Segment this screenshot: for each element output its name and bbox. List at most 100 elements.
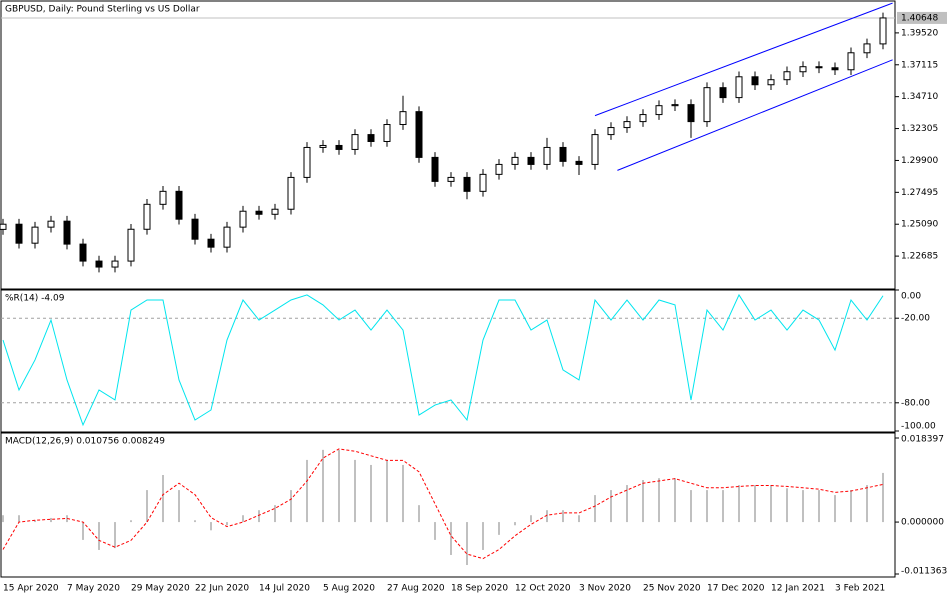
y-tick-label: 1.39520 bbox=[901, 28, 938, 38]
candle-body bbox=[831, 67, 839, 71]
y-tick-label: 1.25090 bbox=[901, 220, 938, 230]
y-tick-label: -100.00 bbox=[901, 422, 936, 432]
macd-bar bbox=[386, 459, 388, 523]
candle-body bbox=[287, 176, 295, 210]
macd-bar bbox=[98, 522, 100, 550]
x-tick-label: 3 Nov 2020 bbox=[579, 584, 631, 594]
macd-bar bbox=[210, 522, 212, 531]
macd-bar bbox=[882, 472, 884, 523]
macd-bar bbox=[786, 488, 788, 523]
macd-bar bbox=[2, 515, 4, 523]
candle-body bbox=[783, 71, 791, 81]
macd-bar bbox=[178, 490, 180, 523]
y-tick-label: 1.22685 bbox=[901, 252, 938, 262]
y-tick-label: -0.011363 bbox=[901, 567, 947, 577]
macd-bar bbox=[402, 464, 404, 523]
candle-body bbox=[319, 144, 327, 148]
y-tick-label: 1.37115 bbox=[901, 60, 938, 70]
macd-bar bbox=[818, 490, 820, 523]
macd-title: MACD(12,26,9) 0.010756 0.008249 bbox=[5, 437, 165, 447]
macd-bar bbox=[114, 522, 116, 549]
candle-body bbox=[703, 87, 711, 123]
y-tick-label: -80.00 bbox=[901, 398, 930, 408]
macd-bar bbox=[578, 515, 580, 523]
candle-body bbox=[367, 134, 375, 142]
macd-bar bbox=[850, 490, 852, 523]
x-tick-label: 29 May 2020 bbox=[131, 584, 190, 594]
candle-body bbox=[271, 208, 279, 215]
macd-bar bbox=[226, 522, 228, 526]
candle-body bbox=[207, 238, 215, 248]
macd-panel bbox=[0, 432, 896, 578]
macd-bar bbox=[834, 495, 836, 523]
candle-body bbox=[543, 146, 551, 165]
y-tick-label: 1.34710 bbox=[901, 92, 938, 102]
macd-bar bbox=[290, 490, 292, 523]
macd-bar bbox=[642, 480, 644, 523]
macd-bar bbox=[354, 459, 356, 523]
candle-body bbox=[383, 124, 391, 142]
macd-bar bbox=[498, 522, 500, 535]
trend-line bbox=[594, 2, 893, 117]
candle-body bbox=[591, 134, 599, 165]
candle-body bbox=[575, 160, 583, 165]
macd-bar bbox=[722, 490, 724, 523]
y-tick-label: 0.00 bbox=[901, 292, 921, 302]
candle-body bbox=[431, 156, 439, 182]
candle-body bbox=[303, 146, 311, 178]
candle-body bbox=[31, 226, 39, 244]
x-tick-label: 12 Jan 2021 bbox=[771, 584, 825, 594]
candle-body bbox=[399, 111, 407, 126]
candle-body bbox=[191, 218, 199, 240]
candle-body bbox=[63, 220, 71, 245]
last-price-label: 1.40648 bbox=[901, 13, 938, 23]
macd-bar bbox=[690, 490, 692, 523]
wpr-panel bbox=[0, 289, 896, 433]
x-tick-label: 18 Sep 2020 bbox=[451, 584, 508, 594]
macd-bar bbox=[322, 449, 324, 523]
macd-bar bbox=[82, 522, 84, 540]
x-tick-label: 22 Jun 2020 bbox=[195, 584, 249, 594]
candle-body bbox=[95, 260, 103, 268]
y-tick-label: 1.29900 bbox=[901, 156, 938, 166]
wpr-line bbox=[2, 293, 884, 427]
x-tick-label: 15 Apr 2020 bbox=[3, 584, 59, 594]
candle-body bbox=[15, 223, 23, 244]
macd-bar bbox=[466, 522, 468, 566]
candle-body bbox=[559, 146, 567, 162]
x-tick-label: 25 Nov 2020 bbox=[643, 584, 701, 594]
macd-bar bbox=[482, 522, 484, 550]
candle-body bbox=[655, 105, 663, 116]
macd-bar bbox=[738, 485, 740, 523]
macd-bar bbox=[50, 517, 52, 523]
candle-body bbox=[415, 111, 423, 158]
macd-bar bbox=[546, 510, 548, 523]
macd-bar bbox=[530, 515, 532, 523]
macd-bar bbox=[770, 485, 772, 523]
macd-bar bbox=[626, 485, 628, 523]
macd-bar bbox=[34, 520, 36, 523]
candle-body bbox=[527, 156, 535, 165]
macd-bar bbox=[146, 490, 148, 523]
candle-body bbox=[255, 210, 263, 215]
candle-body bbox=[671, 104, 679, 107]
price-panel bbox=[0, 0, 896, 290]
candle-body bbox=[511, 156, 519, 165]
trend-line bbox=[617, 59, 893, 171]
candle-body bbox=[495, 163, 503, 175]
macd-bar bbox=[130, 520, 132, 523]
macd-bar bbox=[306, 459, 308, 523]
macd-bar bbox=[370, 464, 372, 523]
last-price-tag bbox=[897, 11, 947, 24]
macd-bar bbox=[610, 490, 612, 523]
macd-bar bbox=[258, 510, 260, 523]
y-tick-label: 1.32305 bbox=[901, 124, 938, 134]
candle-body bbox=[799, 66, 807, 73]
candle-body bbox=[607, 127, 615, 136]
candle-body bbox=[351, 134, 359, 150]
wpr-title: %R(14) -4.09 bbox=[5, 294, 65, 304]
y-tick-label: 1.27495 bbox=[901, 188, 938, 198]
macd-bar bbox=[594, 495, 596, 523]
macd-bar bbox=[242, 515, 244, 523]
